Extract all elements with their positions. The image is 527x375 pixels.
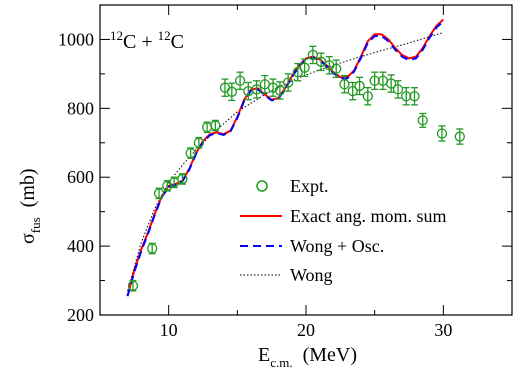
legend-wong-label: Wong xyxy=(290,265,333,285)
expt-marker xyxy=(226,86,237,97)
expt-marker xyxy=(392,84,404,95)
expt-data-point xyxy=(409,87,420,106)
y-axis-subscript: fus xyxy=(28,217,43,233)
y-axis-symbol: σ xyxy=(17,233,39,244)
expt-data-point xyxy=(169,176,180,189)
x-axis-symbol: E xyxy=(258,344,270,366)
expt-data-point xyxy=(259,74,270,94)
exact-sum-curve xyxy=(126,18,444,297)
expt-marker xyxy=(193,137,205,148)
x-tick-label: 20 xyxy=(297,320,315,340)
expt-marker xyxy=(369,75,380,86)
expt-data-point xyxy=(234,71,246,91)
expt-data-point xyxy=(454,128,465,145)
curves xyxy=(126,18,444,297)
expt-marker xyxy=(385,78,397,89)
expt-data-point xyxy=(369,71,380,91)
reaction-mass-1: 12 xyxy=(110,28,123,43)
legend: Expt. Exact ang. mom. sum Wong + Osc. Wo… xyxy=(240,176,446,285)
reaction-annotation: 12C + 12C xyxy=(110,28,184,53)
tick-labels: 10 20 30 200 400 600 800 1000 xyxy=(58,29,452,340)
y-tick-label: 400 xyxy=(67,236,94,256)
expt-data-point xyxy=(401,87,412,106)
expt-data-point xyxy=(282,73,294,92)
y-tick-label: 800 xyxy=(67,98,94,118)
expt-marker xyxy=(401,91,412,102)
expt-data-point xyxy=(267,78,279,97)
expt-marker xyxy=(299,62,310,73)
expt-data-point xyxy=(201,121,213,134)
experimental-points xyxy=(127,45,465,292)
expt-marker xyxy=(274,85,286,96)
expt-marker xyxy=(307,49,319,61)
expt-data-point xyxy=(417,112,428,128)
legend-exact-label: Exact ang. mom. sum xyxy=(290,206,446,226)
expt-data-point xyxy=(339,74,350,94)
expt-marker xyxy=(234,75,246,86)
x-tick-label: 10 xyxy=(160,320,178,340)
expt-marker xyxy=(267,82,279,93)
reaction-element-2: C xyxy=(171,31,184,53)
expt-data-point xyxy=(299,58,310,77)
expt-marker xyxy=(127,280,139,291)
y-tick-label: 200 xyxy=(67,305,94,325)
x-tick-label: 30 xyxy=(434,320,452,340)
expt-data-point xyxy=(127,279,139,292)
expt-data-point xyxy=(251,80,262,99)
expt-marker xyxy=(436,128,448,139)
wong-osc-curve xyxy=(126,20,444,297)
expt-data-point xyxy=(307,45,319,65)
expt-data-point xyxy=(177,173,188,185)
expt-data-point xyxy=(331,59,342,78)
expt-data-point xyxy=(185,147,196,159)
expt-data-point xyxy=(226,82,237,102)
expt-data-point xyxy=(354,76,365,96)
tick-marks xyxy=(100,5,512,316)
expt-marker xyxy=(417,115,428,126)
legend-expt-label: Expt. xyxy=(290,176,329,196)
expt-marker xyxy=(347,85,358,97)
x-axis-label: Ec.m. (MeV) xyxy=(258,344,357,370)
expt-marker xyxy=(153,188,165,199)
y-axis-label: σfus (mb) xyxy=(17,168,43,244)
y-tick-label: 600 xyxy=(67,167,94,187)
expt-marker xyxy=(185,147,196,159)
expt-data-point xyxy=(153,187,165,200)
expt-data-point xyxy=(274,81,286,100)
expt-data-point xyxy=(193,136,205,149)
x-axis-unit: (MeV) xyxy=(303,344,357,366)
expt-marker xyxy=(331,63,342,74)
y-tick-label: 1000 xyxy=(58,29,94,49)
reaction-element-1: C + xyxy=(123,31,158,53)
expt-marker xyxy=(454,131,465,142)
expt-data-point xyxy=(147,242,158,255)
expt-marker xyxy=(210,120,221,131)
expt-data-point xyxy=(436,125,448,142)
x-axis-subscript: c.m. xyxy=(270,355,292,370)
expt-marker xyxy=(282,77,294,88)
reaction-mass-2: 12 xyxy=(158,28,171,43)
expt-marker xyxy=(362,91,373,102)
expt-data-point xyxy=(362,87,373,106)
legend-wongosc-label: Wong + Osc. xyxy=(290,236,384,256)
expt-marker xyxy=(339,79,350,90)
legend-expt-marker xyxy=(256,180,268,192)
wong-curve xyxy=(127,32,444,292)
expt-marker xyxy=(354,80,365,92)
expt-marker xyxy=(409,91,420,102)
expt-data-point xyxy=(210,119,221,132)
expt-marker xyxy=(147,243,158,254)
expt-data-point xyxy=(392,80,404,99)
expt-marker xyxy=(177,173,188,185)
expt-data-point xyxy=(347,81,358,101)
expt-data-point xyxy=(385,74,397,93)
y-axis-unit: (mb) xyxy=(17,168,39,207)
expt-marker xyxy=(251,84,262,95)
